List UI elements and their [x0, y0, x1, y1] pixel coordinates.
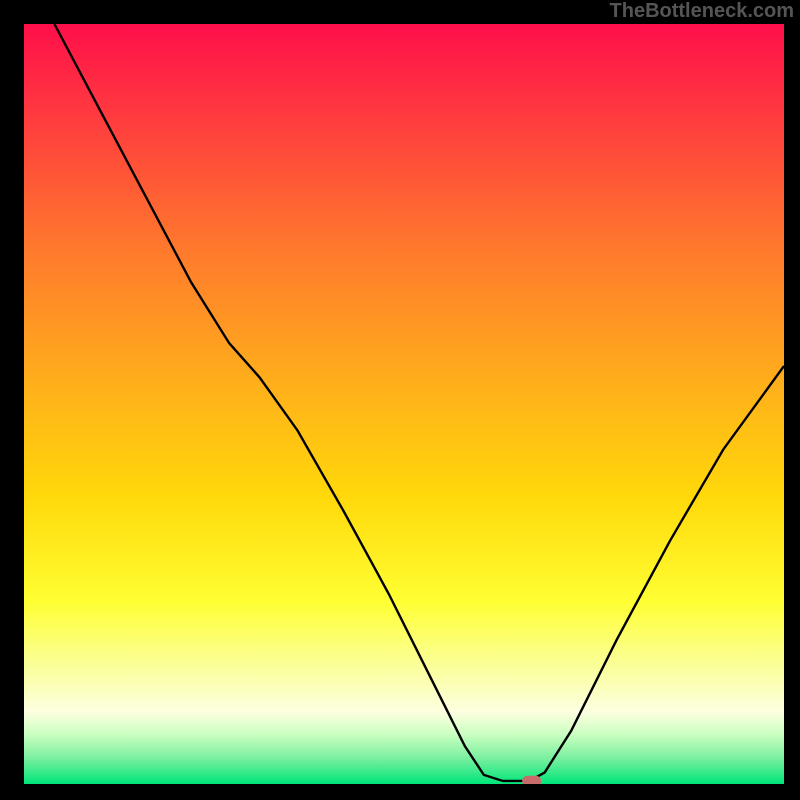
optimal-point-marker: [522, 776, 542, 784]
frame-left: [0, 0, 24, 800]
frame-right: [784, 0, 800, 800]
source-watermark: TheBottleneck.com: [610, 0, 794, 23]
frame-bottom: [0, 784, 800, 800]
bottleneck-curve: [24, 24, 784, 784]
plot-area: [24, 24, 784, 784]
